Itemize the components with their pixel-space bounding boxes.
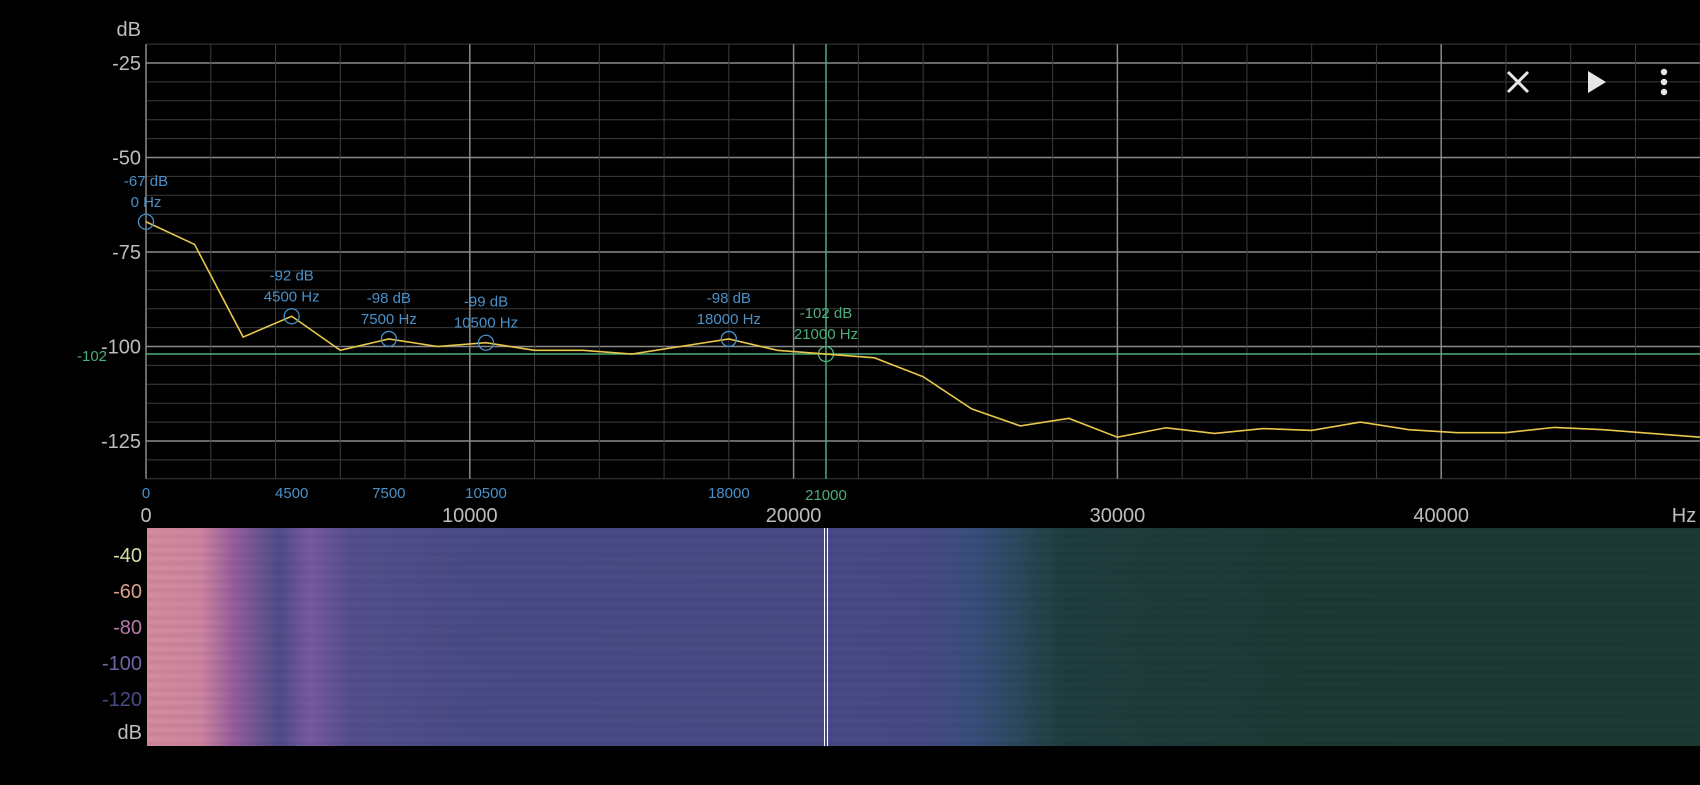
y-axis-unit: dB bbox=[117, 19, 141, 41]
cursor-hz-label: 21000 Hz bbox=[794, 326, 858, 343]
y-axis: -25 -50 -75 -100 -125 bbox=[101, 53, 141, 453]
grid bbox=[145, 43, 1700, 480]
peak-marker bbox=[380, 330, 398, 348]
peak-marker bbox=[137, 213, 155, 230]
peak-db-label: -67 dB bbox=[124, 173, 168, 190]
peak-db-label: -98 dB bbox=[707, 290, 751, 307]
spectrogram-scale-label: -40 bbox=[113, 545, 142, 567]
x-tick-label: 0 bbox=[140, 505, 151, 527]
y-tick-label: -100 bbox=[101, 337, 141, 359]
peak-marker bbox=[283, 308, 300, 325]
close-icon bbox=[1506, 70, 1530, 94]
peak-hz-label: 18000 Hz bbox=[697, 311, 761, 328]
peak-db-label: -99 dB bbox=[464, 294, 508, 311]
play-icon bbox=[1588, 71, 1606, 93]
play-button[interactable] bbox=[1577, 62, 1617, 102]
spectrogram-scale-label: -100 bbox=[101, 653, 142, 675]
peak-hz-label: 4500 Hz bbox=[264, 288, 320, 305]
spectrogram-scale-label: -80 bbox=[113, 617, 142, 639]
peak-x-label: 10500 bbox=[465, 485, 507, 502]
more-options-button[interactable] bbox=[1644, 62, 1684, 102]
spectrogram-cursor[interactable] bbox=[824, 528, 828, 746]
spectrogram-scale-label: -120 bbox=[101, 689, 142, 711]
peak-hz-label: 0 Hz bbox=[131, 194, 162, 211]
y-tick-label: -75 bbox=[112, 242, 141, 264]
x-tick-label: 10000 bbox=[442, 505, 498, 527]
spectrogram-scale-label: -60 bbox=[113, 581, 142, 603]
peak-hz-label: 7500 Hz bbox=[361, 311, 417, 328]
peak-x-label: 18000 bbox=[708, 485, 750, 502]
x-axis-unit: Hz bbox=[1672, 505, 1696, 527]
peak-marker bbox=[720, 330, 737, 348]
spectrogram[interactable] bbox=[147, 528, 1700, 746]
spectrogram-unit: dB bbox=[117, 722, 142, 744]
x-tick-label: 40000 bbox=[1413, 505, 1469, 527]
y-tick-label: -25 bbox=[112, 53, 141, 75]
x-tick-label: 20000 bbox=[766, 505, 822, 527]
peak-x-label: 7500 bbox=[372, 485, 405, 502]
spectrum-chart[interactable]: -25-50-75-100-125 0 10000 20000 30000 400000… bbox=[0, 0, 1700, 528]
peak-x-label: 0 bbox=[142, 485, 150, 502]
peak-x-label: 4500 bbox=[275, 485, 308, 502]
y-tick-label: -125 bbox=[101, 431, 141, 453]
x-tick-label: 30000 bbox=[1090, 505, 1146, 527]
close-button[interactable] bbox=[1498, 62, 1538, 102]
peak-db-label: -92 dB bbox=[270, 267, 314, 284]
more-vert-icon bbox=[1660, 68, 1668, 96]
y-tick-label: -50 bbox=[112, 148, 141, 170]
cursor-y-label: -102 bbox=[77, 348, 107, 365]
peak-hz-label: 10500 Hz bbox=[454, 315, 518, 332]
cursor[interactable]: 21000 -102 -102 dB 21000 Hz bbox=[77, 44, 1700, 504]
cursor-x-label: 21000 bbox=[805, 487, 847, 504]
peak-markers: -67 dB 0 Hz -92 dB 4500 Hz -98 dB 7500 Hz -99 … bbox=[124, 173, 761, 351]
spectrum-line bbox=[145, 221, 1700, 439]
x-axis: 0 10000 20000 30000 40000 0 4500 7500 10500 18000 bbox=[140, 485, 1469, 527]
cursor-db-label: -102 dB bbox=[800, 305, 853, 322]
peak-marker bbox=[477, 334, 495, 351]
peak-db-label: -98 dB bbox=[367, 290, 411, 307]
